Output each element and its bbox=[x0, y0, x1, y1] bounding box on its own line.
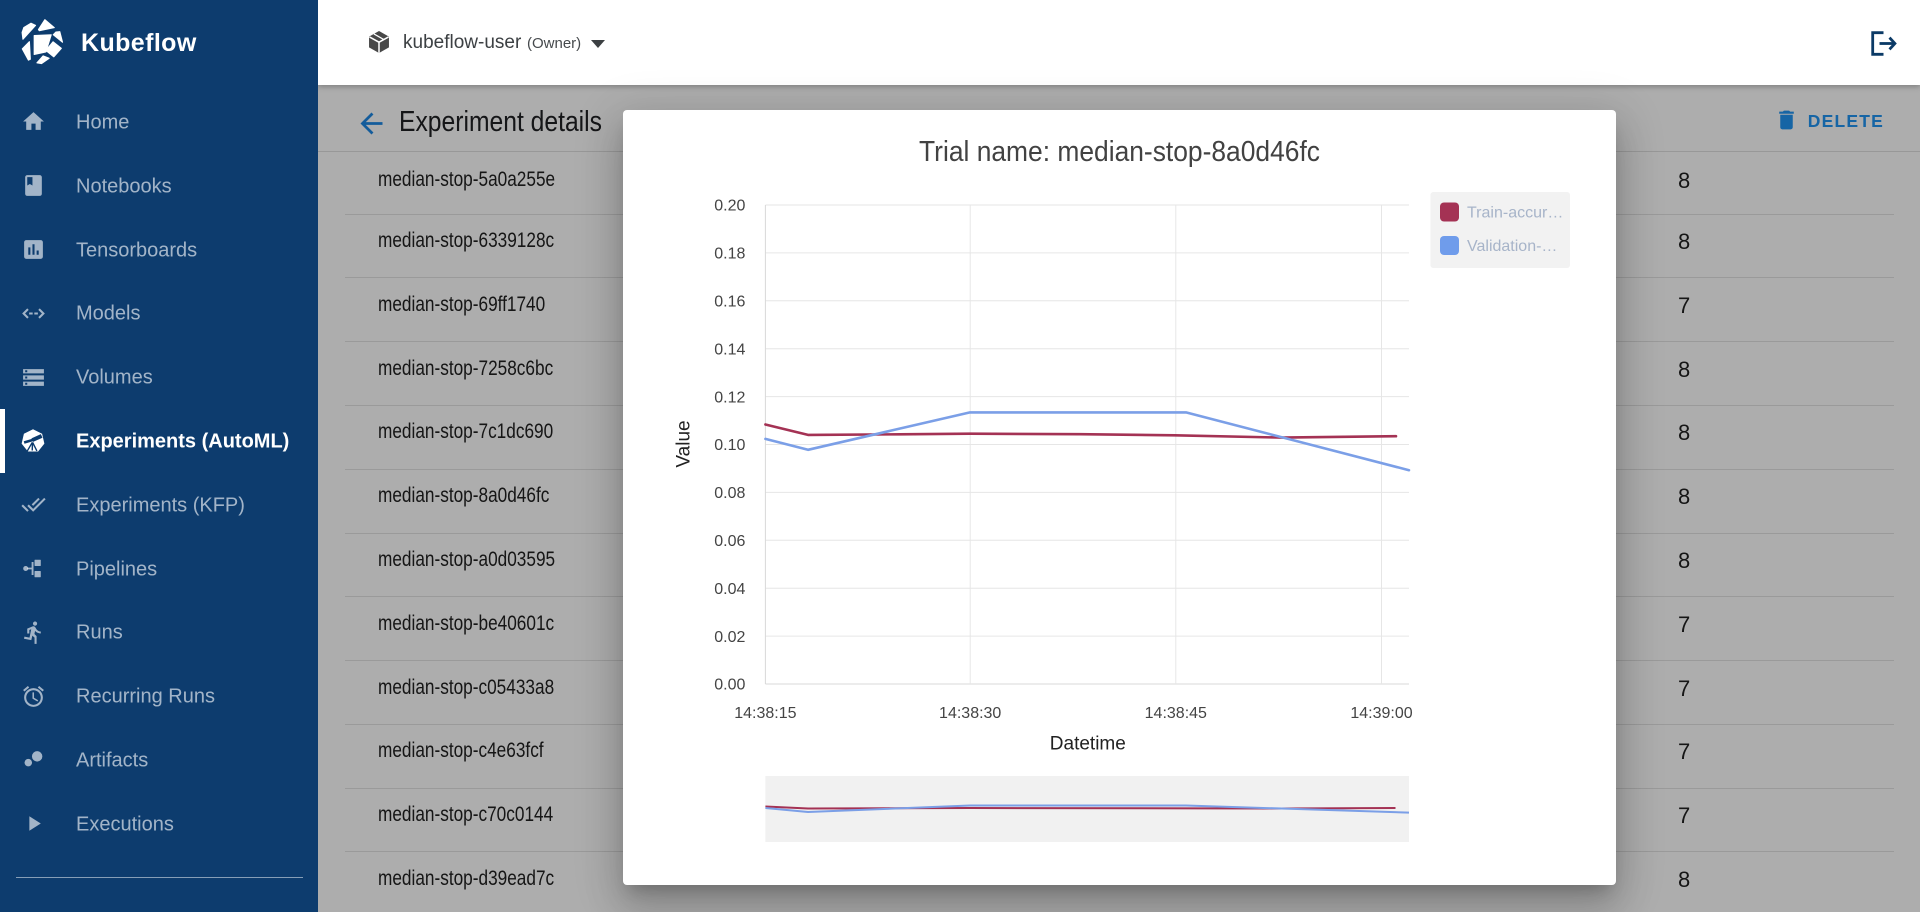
svg-text:Value: Value bbox=[674, 420, 695, 467]
svg-text:0.12: 0.12 bbox=[714, 389, 745, 406]
svg-text:0.18: 0.18 bbox=[714, 246, 745, 263]
svg-text:Train-accur…: Train-accur… bbox=[1467, 205, 1563, 222]
svg-text:0.00: 0.00 bbox=[714, 677, 745, 694]
svg-text:0.16: 0.16 bbox=[714, 294, 745, 311]
svg-text:14:38:15: 14:38:15 bbox=[734, 705, 796, 722]
svg-text:0.08: 0.08 bbox=[714, 485, 745, 502]
svg-text:14:38:45: 14:38:45 bbox=[1145, 705, 1207, 722]
svg-text:0.02: 0.02 bbox=[714, 629, 745, 646]
svg-text:Datetime: Datetime bbox=[1050, 734, 1126, 755]
svg-text:Validation-…: Validation-… bbox=[1467, 238, 1557, 255]
svg-text:14:39:00: 14:39:00 bbox=[1350, 705, 1412, 722]
svg-text:0.04: 0.04 bbox=[714, 581, 745, 598]
svg-text:0.20: 0.20 bbox=[714, 198, 745, 215]
svg-text:14:38:30: 14:38:30 bbox=[939, 705, 1001, 722]
svg-text:0.14: 0.14 bbox=[714, 341, 745, 358]
svg-text:0.06: 0.06 bbox=[714, 533, 745, 550]
svg-text:0.10: 0.10 bbox=[714, 437, 745, 454]
